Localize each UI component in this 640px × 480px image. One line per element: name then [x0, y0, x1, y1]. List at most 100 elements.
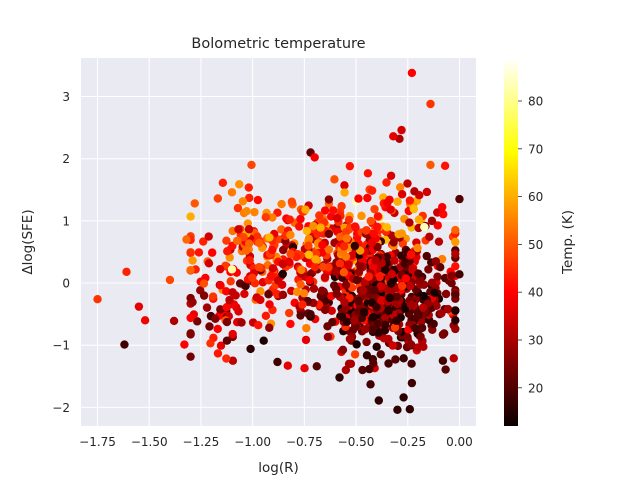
data-point — [438, 356, 448, 365]
data-point — [341, 280, 351, 290]
data-point — [403, 333, 412, 342]
data-point — [408, 265, 417, 275]
data-point — [285, 308, 294, 318]
data-point — [340, 188, 349, 197]
data-point — [194, 248, 204, 257]
data-point — [225, 295, 234, 305]
data-point — [140, 316, 150, 325]
data-point — [261, 213, 270, 222]
data-point — [441, 289, 451, 299]
data-point — [296, 280, 305, 289]
data-point — [337, 312, 347, 322]
data-point — [432, 301, 441, 311]
data-point — [237, 318, 246, 327]
data-point — [361, 226, 371, 235]
data-point — [305, 275, 314, 285]
data-point — [278, 245, 288, 255]
data-point — [455, 194, 464, 204]
data-point — [213, 349, 223, 358]
data-point — [426, 99, 435, 109]
data-point — [268, 213, 277, 222]
data-point — [415, 276, 425, 285]
data-point — [376, 282, 385, 291]
data-point — [449, 354, 458, 363]
data-point — [340, 298, 349, 307]
data-point — [122, 267, 131, 277]
data-point — [327, 306, 336, 315]
data-point — [256, 287, 265, 296]
data-point — [359, 286, 368, 295]
colorbar-tick-label: 30 — [528, 333, 543, 347]
data-point — [390, 256, 399, 265]
data-point — [383, 198, 392, 208]
data-point — [451, 290, 460, 299]
data-point — [346, 359, 356, 368]
data-point — [427, 216, 437, 226]
data-point — [354, 296, 363, 306]
data-point — [268, 264, 278, 273]
data-point — [222, 287, 231, 296]
data-point — [372, 302, 381, 312]
data-point — [418, 303, 428, 312]
data-point — [363, 193, 372, 203]
data-point — [285, 258, 294, 267]
data-point — [414, 215, 424, 224]
data-point — [350, 241, 360, 251]
data-point — [228, 288, 237, 297]
data-point — [244, 183, 253, 192]
data-point — [374, 396, 383, 405]
x-tick-label: −0.25 — [389, 435, 426, 449]
data-point — [406, 250, 416, 259]
data-point — [431, 257, 441, 266]
data-point — [367, 186, 377, 195]
data-point — [411, 324, 420, 333]
data-point — [399, 393, 408, 402]
x-tick-label: −1.75 — [79, 435, 116, 449]
data-point — [265, 233, 274, 242]
data-point — [247, 160, 256, 170]
data-point — [438, 330, 448, 339]
data-point — [350, 222, 360, 231]
data-point — [451, 262, 460, 271]
data-point — [304, 235, 313, 244]
data-point — [317, 286, 327, 295]
data-point — [451, 237, 460, 247]
data-point — [313, 229, 322, 239]
data-point — [447, 271, 456, 281]
data-point — [363, 169, 373, 178]
data-point — [180, 340, 189, 349]
data-point — [285, 215, 294, 224]
data-point — [437, 309, 446, 318]
data-point — [381, 265, 390, 274]
data-point — [278, 290, 288, 300]
data-point — [190, 199, 199, 208]
data-point — [433, 272, 442, 281]
data-point — [301, 335, 311, 345]
data-point — [350, 350, 360, 359]
data-point — [407, 378, 417, 388]
data-point — [213, 324, 222, 334]
data-point — [371, 256, 380, 265]
data-point — [331, 267, 340, 276]
data-point — [242, 206, 251, 216]
data-point — [414, 269, 423, 278]
x-axis-title: log(R) — [258, 460, 299, 476]
data-point — [188, 297, 197, 307]
data-point — [407, 68, 417, 78]
data-point — [286, 249, 295, 259]
data-point — [405, 218, 414, 227]
data-point — [182, 235, 191, 244]
data-point — [259, 336, 268, 345]
data-point — [362, 351, 372, 360]
x-tick-label: −0.75 — [286, 435, 323, 449]
data-point — [244, 225, 254, 234]
data-point — [382, 223, 392, 232]
data-point — [318, 240, 327, 250]
data-point — [409, 204, 419, 214]
data-point — [273, 357, 282, 367]
data-point — [393, 405, 402, 415]
data-point — [406, 340, 416, 349]
data-point — [223, 247, 232, 256]
data-point — [350, 316, 359, 325]
colorbar-tick-label: 60 — [528, 190, 543, 204]
